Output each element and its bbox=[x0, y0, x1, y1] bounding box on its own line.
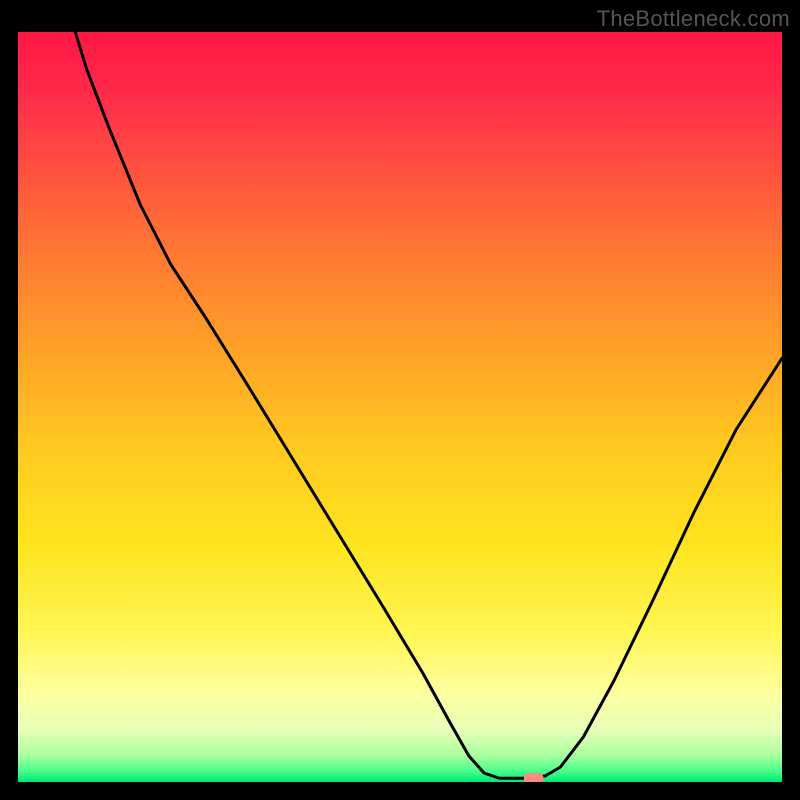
chart-frame: TheBottleneck.com bbox=[0, 0, 800, 800]
bottleneck-curve-chart bbox=[18, 32, 782, 782]
watermark-label: TheBottleneck.com bbox=[597, 6, 790, 32]
gradient-background bbox=[18, 32, 782, 782]
plot-area bbox=[18, 32, 782, 782]
optimal-point-marker bbox=[524, 773, 544, 782]
